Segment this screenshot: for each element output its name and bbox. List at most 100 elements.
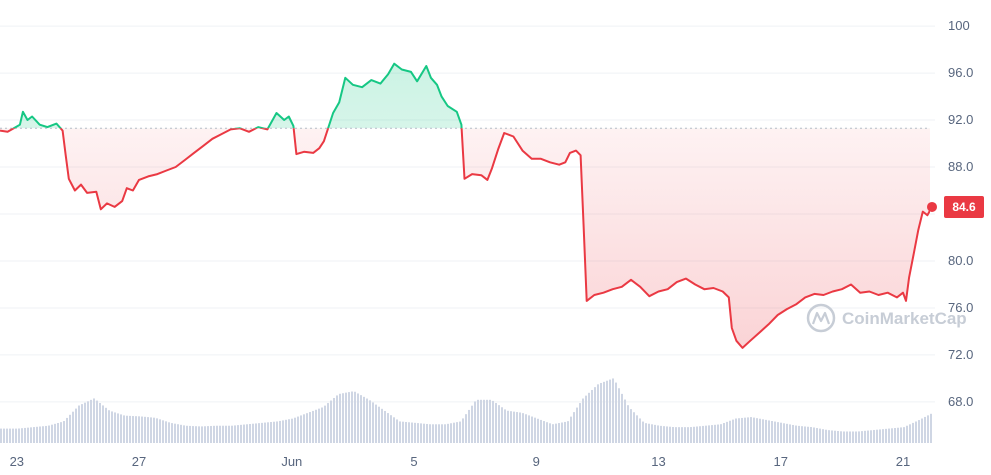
volume-bar [864,430,866,443]
volume-bar [0,428,2,443]
volume-bar [519,412,521,443]
x-tick-label: 5 [410,454,417,469]
volume-bar [450,423,452,443]
volume-bar [345,392,347,443]
x-tick-label: 23 [10,454,24,469]
volume-bar [381,408,383,443]
volume-bar [696,426,698,443]
volume-bar [579,403,581,443]
volume-bar [681,427,683,443]
current-price-dot [927,201,937,212]
volume-bar [627,405,629,443]
y-tick-label: 88.0 [948,159,973,174]
volume-bar [465,414,467,443]
volume-bar [606,380,608,443]
volume-bar [165,421,167,443]
volume-bar [423,423,425,443]
volume-bar [648,423,650,443]
volume-bar [417,423,419,443]
x-axis: 23 27 Jun 5 9 13 17 21 [10,454,911,469]
volume-bar [141,416,143,443]
volume-bar [849,431,851,443]
volume-bar [294,417,296,443]
volume-bar [432,424,434,443]
volume-bar [732,419,734,443]
volume-bar [210,425,212,443]
volume-bar [129,415,131,443]
volume-bar [351,391,353,443]
volume-bar [96,400,98,443]
volume-bar [840,431,842,443]
volume-bar [9,428,11,443]
y-tick-label: 96.0 [948,65,973,80]
volume-bar [420,423,422,443]
x-tick-label: Jun [281,454,302,469]
volume-bar [114,412,116,443]
volume-bar [561,422,563,443]
volume-bar [135,416,137,443]
volume-bar [93,398,95,443]
volume-bar [402,421,404,443]
volume-bar [567,421,569,443]
volume-bar [438,424,440,443]
volume-bar [180,424,182,443]
volume-bar [327,403,329,443]
volume-bar [54,423,56,443]
volume-bar [777,422,779,443]
volume-bar [906,425,908,443]
volume-bar [738,418,740,443]
volume-bar [795,425,797,443]
volume-bar [714,424,716,443]
volume-bar [462,418,464,443]
volume-bar [264,422,266,443]
volume-bar [822,429,824,443]
volume-bar [855,431,857,443]
volume-bar [87,401,89,443]
volume-bar [810,427,812,443]
volume-bar [543,421,545,443]
volume-bar [657,425,659,443]
volume-bar [42,426,44,443]
volume-bar [90,399,92,443]
volume-bar [48,425,50,443]
volume-bar [555,423,557,443]
volume-bar [576,407,578,443]
volume-bar [24,427,26,443]
volume-bar [912,422,914,443]
volume-bar [720,424,722,443]
volume-bar [846,431,848,443]
volume-bar [240,424,242,443]
y-tick-label: 68.0 [948,394,973,409]
volume-bar [768,420,770,443]
volume-bar [318,408,320,443]
volume-bar [564,421,566,443]
volume-bar [789,424,791,443]
volume-bar [321,407,323,443]
volume-bar [804,426,806,443]
volume-bar [924,416,926,443]
current-price-badge: 84.6 [944,195,984,218]
volume-bar [723,423,725,443]
volume-bar [414,422,416,443]
volume-bar [792,424,794,443]
volume-bar [753,417,755,443]
y-tick-label: 72.0 [948,347,973,362]
volume-bar [429,424,431,443]
volume-bar [339,393,341,443]
volume-bar [357,393,359,443]
volume-bar [477,399,479,443]
volume-bar [582,398,584,443]
volume-bar [258,423,260,443]
volume-bar [111,411,113,443]
volume-bar [174,423,176,443]
volume-bar [39,426,41,443]
volume-bar [621,393,623,443]
volume-bar [786,423,788,443]
volume-bar [441,424,443,443]
volume-bar [168,422,170,443]
volume-bar [27,427,29,443]
volume-bar [825,429,827,443]
volume-bar [78,405,80,443]
volume-bar [342,393,344,443]
volume-bar [468,409,470,443]
